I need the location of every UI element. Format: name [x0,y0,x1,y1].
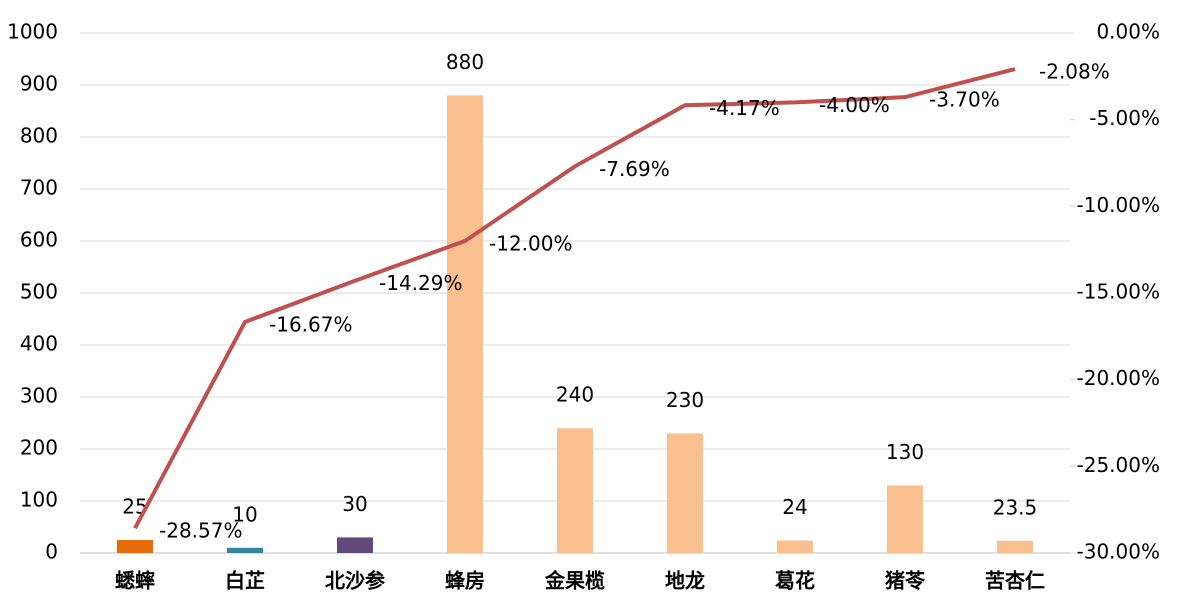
x-tick-label: 白芷 [225,569,265,593]
y-tick-label: 100 [20,488,58,512]
x-tick-label: 北沙参 [325,569,385,593]
line-label: -16.67% [269,312,352,336]
bar [117,540,153,553]
y-tick-label: 400 [20,332,58,356]
y-tick-label: 500 [20,280,58,304]
line-label: -12.00% [489,232,572,256]
line-label: -3.70% [929,88,1000,112]
bar [557,428,593,553]
line-label: -7.69% [599,157,670,181]
bar [337,537,373,553]
x-tick-label: 猪苓 [885,569,926,593]
x-tick-label: 蟋蟀 [115,569,155,593]
y2-tick-label: -20.00% [1077,366,1160,390]
bar [997,540,1033,553]
bar-label: 10 [232,502,257,526]
bar [777,540,813,553]
bar-label: 23.5 [993,495,1038,519]
y-tick-label: 200 [20,436,58,460]
y2-tick-label: -10.00% [1077,193,1160,217]
bar-label: 230 [666,388,704,412]
y-tick-label: 800 [20,124,58,148]
x-tick-label: 金果榄 [544,569,605,593]
y2-tick-label: -25.00% [1077,453,1160,477]
y-tick-label: 600 [20,228,58,252]
bar [227,547,263,553]
line-label: -28.57% [159,519,242,543]
bar-label: 24 [782,495,807,519]
line-label: -2.08% [1039,60,1110,84]
y-tick-label: 700 [20,176,58,200]
y-tick-label: 900 [20,72,58,96]
bar-label: 240 [556,383,594,407]
bar [887,485,923,553]
line-label: -4.00% [819,93,890,117]
x-tick-label: 蜂房 [445,569,485,593]
line-label: -4.17% [709,96,780,120]
bar [667,433,703,553]
y2-tick-label: 0.00% [1096,20,1160,44]
bar-label: 30 [342,492,367,516]
bar-label: 880 [446,50,484,74]
line-label: -14.29% [379,271,462,295]
y2-tick-label: -5.00% [1089,106,1160,130]
x-tick-label: 地龙 [665,569,705,593]
y-tick-label: 1000 [7,20,58,44]
y-tick-label: 300 [20,384,58,408]
bar-label: 130 [886,440,924,464]
bar [447,95,483,554]
y2-tick-label: -15.00% [1077,280,1160,304]
x-tick-label: 葛花 [774,569,815,593]
x-tick-label: 苦杏仁 [985,569,1045,593]
line [133,67,1016,530]
y-tick-label: 0 [45,540,58,564]
y2-tick-label: -30.00% [1077,540,1160,564]
